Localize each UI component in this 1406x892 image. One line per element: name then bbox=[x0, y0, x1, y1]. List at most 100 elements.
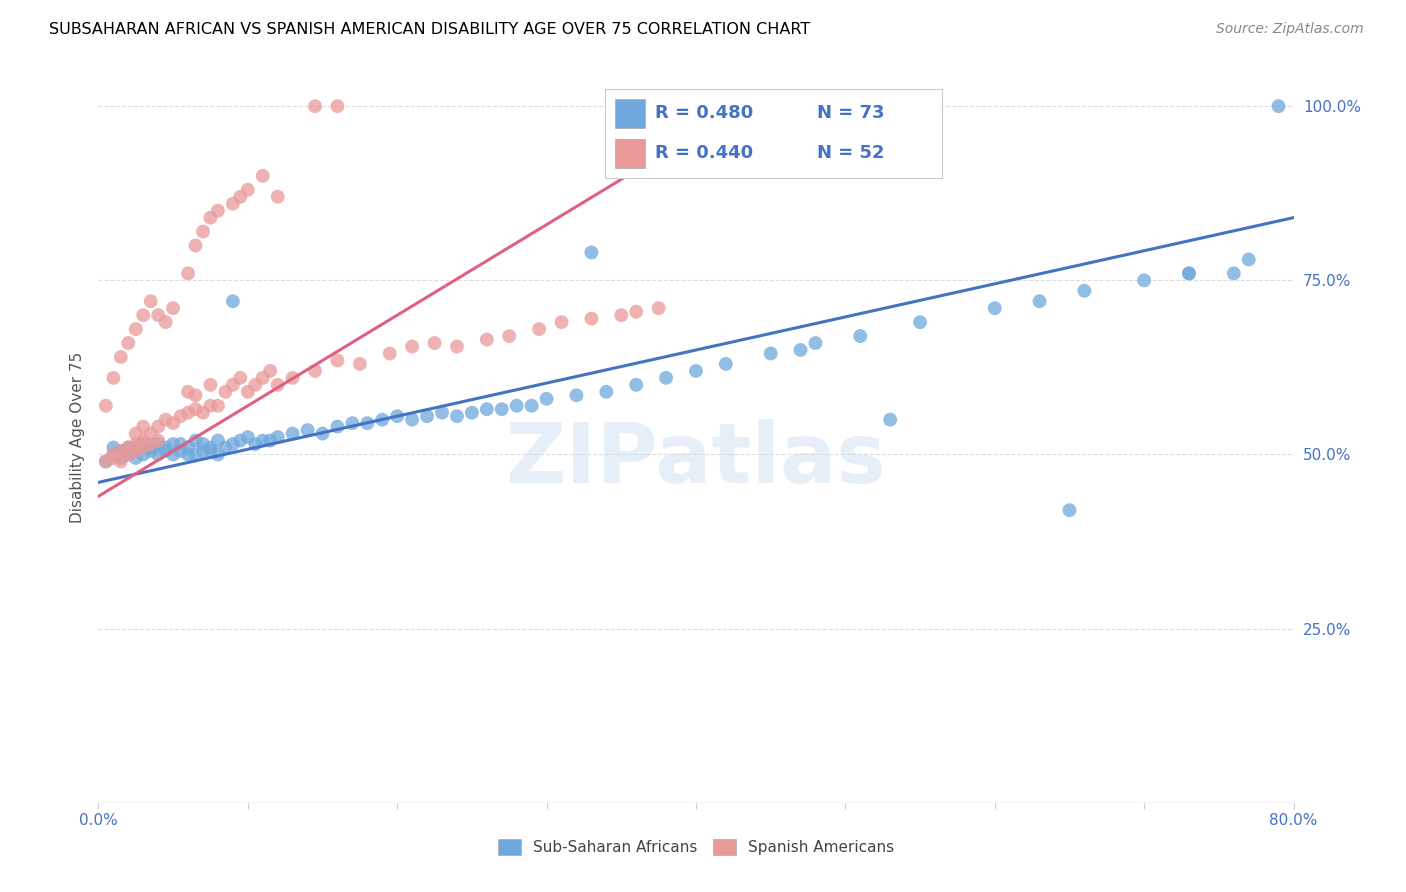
Point bbox=[236, 183, 259, 197]
Point bbox=[117, 448, 139, 462]
Point bbox=[759, 346, 782, 360]
Point bbox=[200, 444, 222, 458]
Point bbox=[125, 450, 148, 465]
Text: SUBSAHARAN AFRICAN VS SPANISH AMERICAN DISABILITY AGE OVER 75 CORRELATION CHART: SUBSAHARAN AFRICAN VS SPANISH AMERICAN D… bbox=[49, 22, 810, 37]
Point bbox=[110, 450, 132, 465]
Point bbox=[177, 384, 200, 399]
Point bbox=[1237, 252, 1260, 267]
Point bbox=[177, 266, 200, 280]
Point bbox=[378, 346, 401, 360]
Point bbox=[236, 384, 259, 399]
Point bbox=[229, 434, 252, 448]
Point bbox=[103, 448, 125, 462]
Point bbox=[245, 377, 267, 392]
Point bbox=[94, 399, 117, 413]
Point bbox=[267, 377, 290, 392]
Point bbox=[326, 419, 349, 434]
Point bbox=[1223, 266, 1246, 280]
Point bbox=[281, 371, 304, 385]
Point bbox=[110, 454, 132, 468]
Point bbox=[498, 329, 520, 343]
Point bbox=[177, 406, 200, 420]
Point bbox=[647, 301, 669, 316]
Text: R = 0.440: R = 0.440 bbox=[655, 145, 754, 162]
Point bbox=[103, 441, 125, 455]
Point bbox=[200, 377, 222, 392]
Point bbox=[132, 434, 155, 448]
Point bbox=[155, 315, 177, 329]
Point bbox=[148, 448, 170, 462]
FancyBboxPatch shape bbox=[614, 139, 645, 168]
Point bbox=[222, 437, 245, 451]
Point bbox=[125, 441, 148, 455]
Point bbox=[169, 444, 191, 458]
Point bbox=[125, 444, 148, 458]
Text: N = 52: N = 52 bbox=[817, 145, 884, 162]
Point bbox=[169, 437, 191, 451]
Point bbox=[461, 406, 484, 420]
Point bbox=[304, 99, 326, 113]
Point bbox=[259, 364, 281, 378]
Point bbox=[148, 419, 170, 434]
Point bbox=[267, 190, 290, 204]
Point bbox=[565, 388, 588, 402]
Point bbox=[252, 371, 274, 385]
Point bbox=[1267, 99, 1289, 113]
Point bbox=[207, 448, 229, 462]
Point bbox=[401, 412, 423, 426]
Point bbox=[110, 444, 132, 458]
Point bbox=[148, 434, 170, 448]
Point bbox=[117, 441, 139, 455]
Point bbox=[139, 441, 162, 455]
Point bbox=[536, 392, 558, 406]
Point bbox=[349, 357, 371, 371]
Point bbox=[207, 434, 229, 448]
Point bbox=[155, 444, 177, 458]
Point bbox=[506, 399, 529, 413]
Point bbox=[304, 364, 326, 378]
Point bbox=[162, 448, 184, 462]
Point bbox=[527, 322, 550, 336]
Point bbox=[908, 315, 931, 329]
Point bbox=[984, 301, 1007, 316]
Point bbox=[184, 388, 207, 402]
Point bbox=[162, 301, 184, 316]
Point bbox=[125, 437, 148, 451]
Point bbox=[267, 430, 290, 444]
Point bbox=[714, 357, 737, 371]
Point bbox=[626, 377, 648, 392]
Point bbox=[117, 441, 139, 455]
Point bbox=[550, 315, 572, 329]
Point bbox=[191, 437, 214, 451]
Point bbox=[222, 196, 245, 211]
Point bbox=[281, 426, 304, 441]
Point bbox=[626, 304, 648, 318]
Point bbox=[581, 311, 603, 326]
Y-axis label: Disability Age Over 75: Disability Age Over 75 bbox=[69, 351, 84, 523]
Point bbox=[184, 434, 207, 448]
Point bbox=[446, 409, 468, 424]
Point bbox=[132, 419, 155, 434]
Point bbox=[401, 339, 423, 353]
FancyBboxPatch shape bbox=[614, 99, 645, 128]
Point bbox=[184, 238, 207, 252]
Point bbox=[132, 441, 155, 455]
Point bbox=[581, 245, 603, 260]
Point bbox=[110, 350, 132, 364]
Point bbox=[207, 399, 229, 413]
Point bbox=[1178, 266, 1201, 280]
Point bbox=[610, 308, 633, 322]
Point bbox=[1028, 294, 1050, 309]
Text: ZIPatlas: ZIPatlas bbox=[506, 418, 886, 500]
Point bbox=[446, 339, 468, 353]
Point bbox=[148, 437, 170, 451]
Text: R = 0.480: R = 0.480 bbox=[655, 104, 754, 122]
Point bbox=[177, 441, 200, 455]
Point bbox=[148, 308, 170, 322]
Point bbox=[103, 448, 125, 462]
Point bbox=[139, 444, 162, 458]
Point bbox=[804, 336, 827, 351]
Point bbox=[1059, 503, 1081, 517]
Text: N = 73: N = 73 bbox=[817, 104, 884, 122]
Point bbox=[222, 294, 245, 309]
